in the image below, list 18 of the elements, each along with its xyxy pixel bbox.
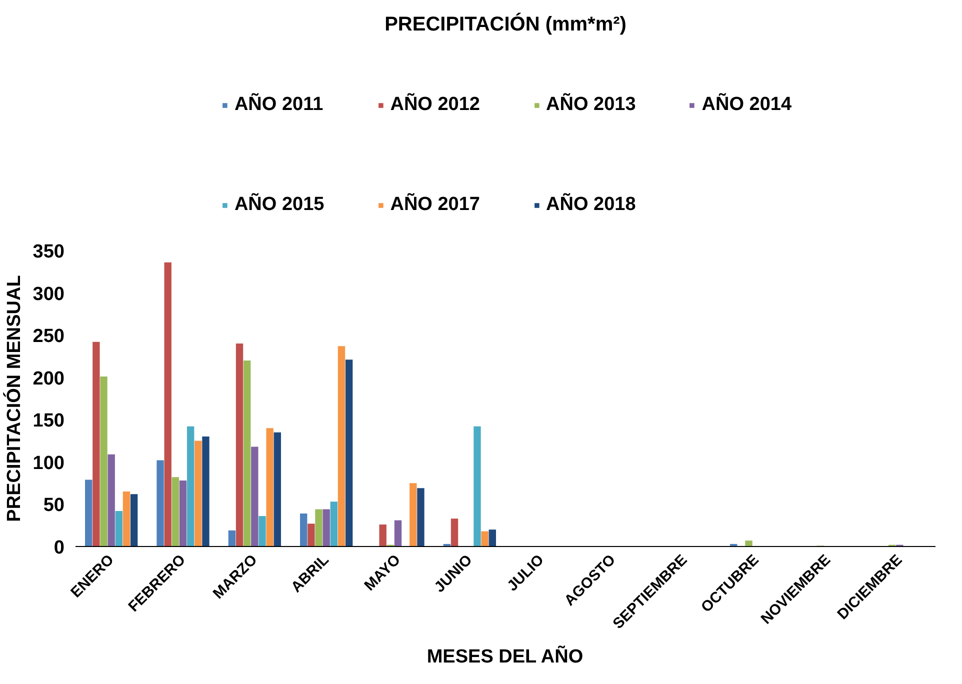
- legend-label: AÑO 2011: [234, 92, 324, 117]
- y-tick-label: 50: [43, 495, 65, 516]
- legend-label: AÑO 2012: [390, 92, 480, 117]
- y-tick-label: 200: [32, 368, 64, 390]
- y-tick-label: 0: [54, 538, 65, 558]
- x-axis-title: MESES DEL AÑO: [426, 645, 584, 668]
- legend-label: AÑO 2017: [390, 192, 480, 217]
- y-tick-label: 350: [32, 242, 64, 262]
- y-tick-label: 250: [32, 326, 64, 348]
- chart-title: PRECIPITACIÓN (mm*m²): [384, 12, 626, 36]
- y-tick-label: 300: [32, 284, 64, 305]
- legend-label: AÑO 2015: [234, 192, 324, 217]
- y-axis-title: PRECIPITACIÓN MENSUAL: [2, 274, 25, 522]
- y-tick-label: 100: [32, 452, 64, 474]
- legend-label: AÑO 2018: [546, 192, 636, 217]
- y-tick-label: 150: [32, 410, 64, 432]
- legend-label: AÑO 2013: [546, 92, 636, 117]
- legend-label: AÑO 2014: [702, 92, 792, 117]
